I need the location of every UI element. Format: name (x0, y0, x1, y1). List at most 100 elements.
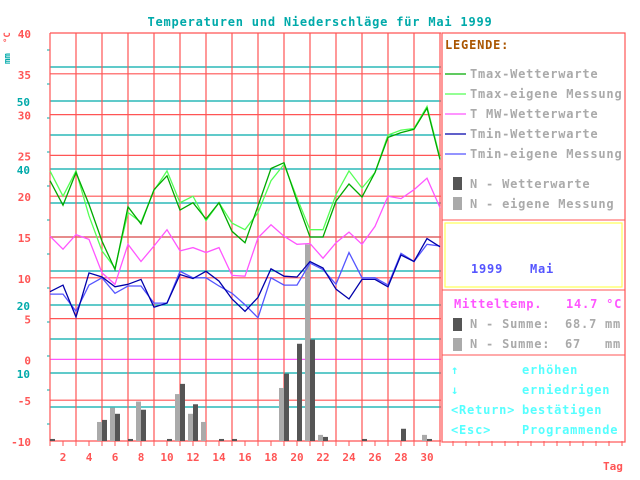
precip-bar-ww (115, 413, 120, 441)
key-down[interactable]: ↓ (451, 383, 459, 397)
series-line-tmax-eigene-messung (49, 104, 441, 270)
mean-temp-label: Mitteltemp. (454, 297, 542, 311)
precip-bar-ww (427, 438, 432, 441)
precip-bar-ww (323, 436, 328, 441)
precip-own-sum-value: 67 (565, 337, 581, 351)
temp-tick-label: 40 (18, 28, 31, 41)
period-year[interactable]: 1999 (471, 262, 503, 276)
temp-tick-label: 10 (18, 273, 31, 286)
precip-bars (50, 244, 432, 441)
legend-bar-icon (453, 177, 462, 190)
y-axis-unit-celsius: °C (3, 32, 13, 43)
legend-label: Tmin-Wetterwarte (470, 127, 598, 141)
action-increase: erhöhen (522, 363, 578, 377)
x-tick-label: 6 (112, 451, 119, 464)
x-axis-label: Tag (603, 460, 623, 473)
x-tick-label: 26 (368, 451, 382, 464)
precip-bar-own (97, 421, 102, 441)
precip-own-sum-unit: mm (605, 337, 621, 351)
temp-tick-label: 35 (18, 69, 31, 82)
precip-bar-own (201, 421, 206, 441)
x-tick-label: 12 (186, 451, 199, 464)
series-line-tmin-eigene-messung (50, 243, 441, 320)
precip-bar-ww (102, 419, 107, 441)
temp-tick-label: -10 (11, 436, 31, 449)
precip-ww-sum-label: N - Summe: (470, 317, 550, 331)
precip-bar-ww (401, 428, 406, 441)
precip-bar-ww (141, 409, 146, 441)
precip-bar-ww (232, 438, 237, 441)
legend-label: Tmax-eigene Messung (470, 87, 622, 101)
temp-tick-label: -5 (18, 395, 31, 408)
series-line-t-mw-wetterwarte (49, 177, 441, 286)
legend-label: Tmin-eigene Messung (470, 147, 622, 161)
action-confirm: bestätigen (522, 403, 602, 417)
mm-tick-label: 40 (17, 164, 30, 177)
precip-bar-own (305, 244, 310, 441)
precip-bar-own (279, 387, 284, 441)
precip-ww-swatch (453, 318, 462, 331)
x-tick-label: 14 (212, 451, 226, 464)
key-up[interactable]: ↑ (451, 363, 459, 377)
temp-tick-label: 5 (24, 314, 31, 327)
legend-items: Tmax-Wetterwarte Tmax-eigene Messung T MW-… (445, 67, 622, 211)
precip-bar-ww (297, 343, 302, 441)
series-line-tmax-wetterwarte (49, 106, 441, 272)
precip-bar-own (175, 394, 180, 441)
action-decrease: erniedrigen (522, 383, 610, 397)
precip-bar-own (188, 413, 193, 441)
precip-bar-ww (284, 373, 289, 441)
precip-bar-own (318, 434, 323, 441)
temp-tick-label: 0 (24, 354, 31, 367)
x-tick-label: 16 (238, 451, 252, 464)
action-exit: Programmende (522, 423, 618, 437)
temp-tick-label: 30 (18, 110, 31, 123)
grid (47, 32, 441, 442)
temp-tick-label: 15 (18, 232, 31, 245)
x-tick-label: 10 (160, 451, 173, 464)
x-tick-label: 4 (86, 451, 93, 464)
precip-bar-own (136, 401, 141, 441)
series-line-tmin-wetterwarte (49, 237, 441, 319)
precip-ww-sum-value: 68.7 (565, 317, 597, 331)
legend-label: Tmax-Wetterwarte (470, 67, 598, 81)
legend-bar-icon (453, 197, 462, 210)
x-tick-label: 30 (420, 451, 433, 464)
precip-own-sum-label: N - Summe: (470, 337, 550, 351)
legend-panel: LEGENDE: Tmax-Wetterwarte Tmax-eigene Mes… (441, 32, 626, 443)
temp-lines (49, 104, 441, 320)
chart-title: Temperaturen und Niederschläge für Mai 1… (147, 15, 492, 29)
precip-bar-ww (193, 404, 198, 441)
key-help: ↑ erhöhen ↓ erniedrigen <Return> bestäti… (451, 363, 618, 437)
y-axis-unit-mm: mm (3, 53, 13, 64)
precip-bar-own (422, 434, 427, 441)
x-tick-label: 22 (316, 451, 329, 464)
x-tick-label: 8 (138, 451, 145, 464)
x-tick-label: 20 (290, 451, 303, 464)
legend-label: N - eigene Messung (470, 197, 614, 211)
mm-tick-label: 20 (17, 300, 30, 313)
period-box (444, 222, 623, 288)
temp-tick-label: 20 (18, 191, 31, 204)
legend-label: N - Wetterwarte (470, 177, 590, 191)
x-tick-label: 24 (342, 451, 356, 464)
legend-label: T MW-Wetterwarte (470, 107, 598, 121)
x-tick-label: 18 (264, 451, 277, 464)
mm-tick-label: 10 (17, 368, 30, 381)
temp-tick-label: 25 (18, 150, 31, 163)
key-return[interactable]: <Return> (451, 403, 515, 417)
precip-bar-ww (362, 438, 367, 441)
axes: 2 4 6 8 10 12 14 16 18 20 22 24 26 28 3040353025201510… (11, 28, 623, 464)
precip-ww-sum-unit: mm (605, 317, 621, 331)
precip-bar-ww (50, 438, 55, 441)
precip-bar-own (110, 407, 115, 441)
mm-tick-label: 50 (17, 96, 30, 109)
precip-bar-ww (167, 438, 172, 441)
period-month[interactable]: Mai (530, 262, 554, 276)
precip-own-swatch (453, 338, 462, 351)
x-tick-label: 28 (394, 451, 407, 464)
mean-temp-value: 14.7 °C (566, 297, 622, 311)
key-esc[interactable]: <Esc> (451, 423, 491, 437)
